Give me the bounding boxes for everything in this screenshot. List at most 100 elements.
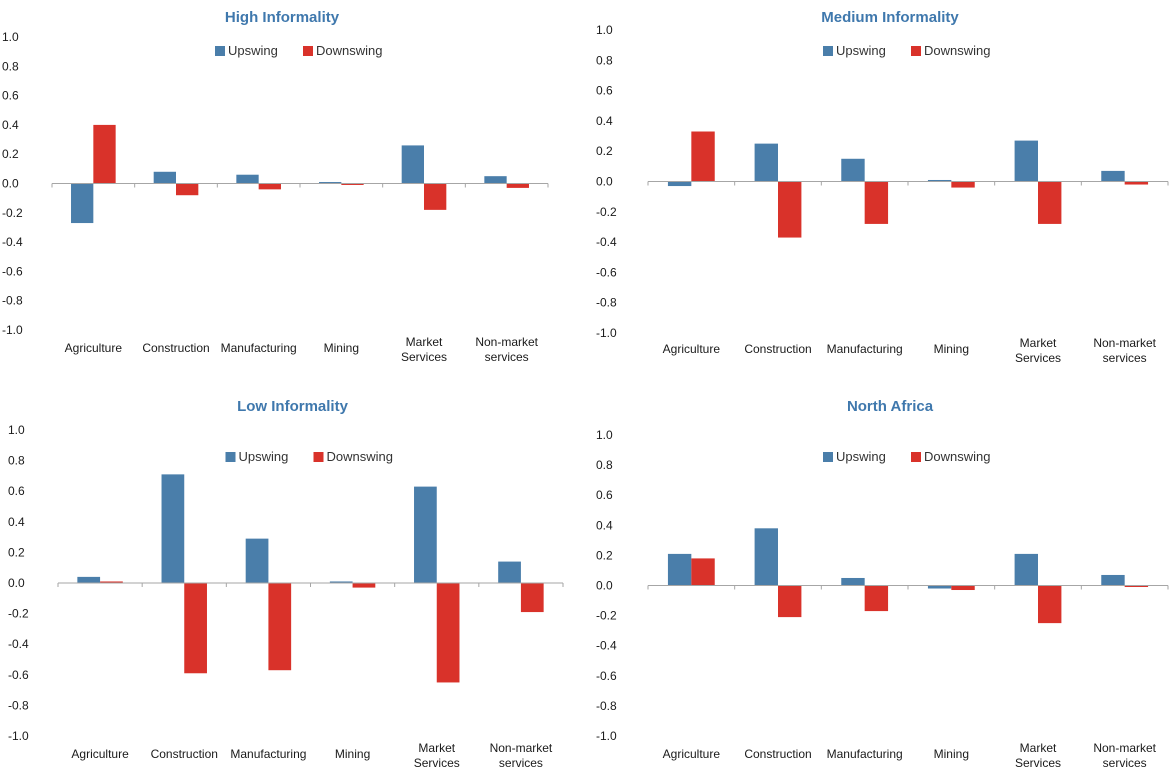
- category-label: Non-market services: [475, 335, 538, 364]
- legend-swatch-downswing: [313, 452, 324, 462]
- bar-downswing-construction: [778, 585, 802, 618]
- bar-downswing-mining: [951, 585, 975, 591]
- bar-upswing-mining: [927, 585, 952, 589]
- bar-upswing-agriculture: [71, 183, 94, 224]
- y-tick-label: 1.0: [8, 423, 25, 437]
- bar-upswing-manufacturing: [245, 538, 269, 583]
- y-tick-label: -1.0: [2, 323, 23, 337]
- bar-downswing-non-market-services: [1124, 181, 1149, 185]
- y-tick-label: 0.0: [596, 175, 613, 189]
- bar-downswing-construction: [184, 583, 207, 674]
- category-label: Non-market services: [1093, 336, 1156, 365]
- category-label: Construction: [142, 341, 209, 355]
- legend-label-upswing: Upswing: [228, 43, 278, 58]
- y-tick-label: -0.4: [596, 639, 617, 653]
- category-label: Manufacturing: [827, 342, 903, 356]
- y-tick-label: -0.2: [596, 205, 617, 219]
- bar-downswing-non-market-services: [1124, 585, 1149, 588]
- chart-title: High Informality: [225, 9, 340, 26]
- y-tick-label: -0.8: [596, 296, 617, 310]
- y-tick-label: 0.6: [8, 484, 25, 498]
- bar-downswing-manufacturing: [268, 583, 292, 671]
- y-tick-label: 0.2: [2, 147, 19, 161]
- category-label: Agriculture: [663, 342, 721, 356]
- category-label: Construction: [744, 342, 811, 356]
- chart-low-informality: Low Informality 1.0 0.8 0.6 0.4 0.2 0.0 -0.2 -0.…: [0, 389, 585, 778]
- y-tick-label: -1.0: [596, 326, 617, 340]
- bar-downswing-market-services: [1038, 181, 1062, 224]
- bar-upswing-mining: [927, 179, 952, 182]
- chart-title: Low Informality: [237, 398, 348, 415]
- category-label: Manufacturing: [827, 747, 903, 761]
- bar-upswing-agriculture: [667, 181, 692, 187]
- legend-label-downswing: Downswing: [924, 43, 990, 58]
- bar-upswing-agriculture: [77, 576, 101, 583]
- bar-downswing-agriculture: [93, 124, 116, 184]
- bar-downswing-agriculture: [691, 131, 715, 182]
- bar-downswing-agriculture: [100, 581, 123, 583]
- bar-upswing-mining: [329, 581, 353, 583]
- y-tick-label: -0.8: [596, 699, 617, 713]
- legend-swatch-downswing: [911, 46, 921, 56]
- y-tick-label: 0.8: [596, 458, 613, 472]
- legend-swatch-upswing: [823, 46, 833, 56]
- y-tick-label: 0.8: [2, 59, 19, 73]
- bar-downswing-non-market-services: [520, 583, 544, 613]
- chart-title: Medium Informality: [821, 9, 959, 26]
- bar-downswing-agriculture: [691, 558, 715, 586]
- y-tick-label: 0.2: [596, 548, 613, 562]
- bar-downswing-mining: [352, 583, 376, 588]
- category-label: Agriculture: [65, 341, 123, 355]
- bar-upswing-non-market-services: [498, 561, 521, 583]
- y-tick-label: 0.0: [8, 576, 25, 590]
- y-tick-label: 0.8: [8, 454, 25, 468]
- legend-label-downswing: Downswing: [327, 449, 393, 464]
- chart-high-informality: High Informality 1.0 0.8 0.6 0.4 0.2 0.0 -0.2 -0…: [0, 0, 585, 389]
- chart-title: North Africa: [847, 398, 934, 415]
- bar-upswing-manufacturing: [236, 174, 259, 184]
- bar-upswing-market-services: [1014, 553, 1038, 586]
- y-tick-label: 0.6: [596, 488, 613, 502]
- bar-downswing-non-market-services: [506, 183, 529, 188]
- category-label: Manufacturing: [230, 747, 306, 761]
- y-tick-label: 0.4: [596, 518, 613, 532]
- y-tick-label: -0.2: [2, 206, 23, 220]
- y-tick-label: 0.0: [596, 579, 613, 593]
- bar-downswing-mining: [341, 183, 364, 185]
- y-tick-label: 0.4: [596, 114, 613, 128]
- chart-svg: Low Informality 1.0 0.8 0.6 0.4 0.2 0.0 -0.2 -0.…: [8, 398, 564, 770]
- legend-swatch-upswing: [215, 46, 225, 56]
- y-tick-label: -1.0: [8, 729, 29, 743]
- y-tick-label: 0.4: [2, 118, 19, 132]
- bar-downswing-mining: [951, 181, 975, 188]
- legend-swatch-downswing: [911, 452, 921, 462]
- bar-downswing-market-services: [1038, 585, 1062, 624]
- y-tick-label: 0.0: [2, 177, 19, 191]
- category-label: Agriculture: [71, 747, 129, 761]
- y-tick-label: -0.6: [596, 265, 617, 279]
- bar-upswing-non-market-services: [1101, 574, 1125, 586]
- bar-downswing-manufacturing: [864, 181, 889, 224]
- category-label: Construction: [744, 747, 811, 761]
- y-tick-label: -0.6: [596, 669, 617, 683]
- bar-upswing-agriculture: [667, 553, 692, 586]
- y-tick-label: 0.2: [596, 144, 613, 158]
- y-tick-label: 0.4: [8, 515, 25, 529]
- bar-upswing-construction: [153, 171, 176, 184]
- y-tick-label: -0.2: [8, 607, 29, 621]
- y-tick-label: -0.6: [2, 264, 23, 278]
- category-label: Mining: [324, 341, 359, 355]
- bar-downswing-construction: [778, 181, 802, 238]
- bar-upswing-construction: [754, 528, 778, 586]
- legend-swatch-upswing: [823, 452, 833, 462]
- category-label: Market Services: [1015, 741, 1061, 770]
- category-label: Manufacturing: [221, 341, 297, 355]
- y-tick-label: 0.2: [8, 545, 25, 559]
- bar-upswing-manufacturing: [841, 158, 865, 182]
- legend-label-downswing: Downswing: [924, 449, 990, 464]
- category-label: Market Services: [401, 335, 447, 364]
- category-label: Mining: [335, 747, 370, 761]
- y-tick-label: -0.8: [8, 698, 29, 712]
- bar-downswing-manufacturing: [864, 585, 889, 612]
- legend-label-upswing: Upswing: [239, 449, 289, 464]
